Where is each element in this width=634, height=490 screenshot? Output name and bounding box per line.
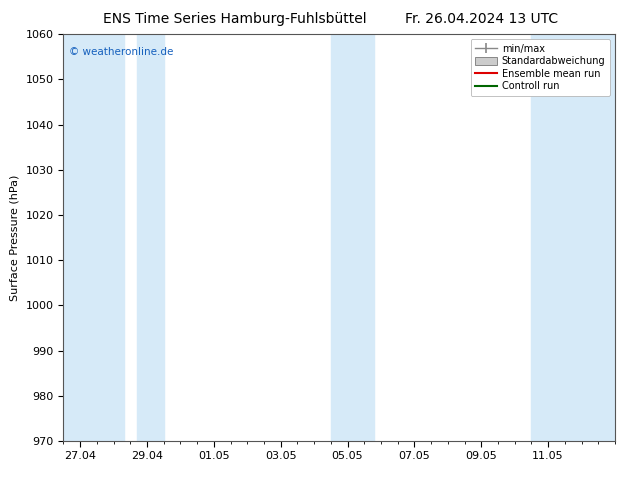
Bar [63, 34, 124, 441]
Bar [331, 34, 374, 441]
Text: © weatheronline.de: © weatheronline.de [69, 47, 173, 56]
Text: Fr. 26.04.2024 13 UTC: Fr. 26.04.2024 13 UTC [405, 12, 559, 26]
Y-axis label: Surface Pressure (hPa): Surface Pressure (hPa) [10, 174, 20, 301]
Text: ENS Time Series Hamburg-Fuhlsbüttel: ENS Time Series Hamburg-Fuhlsbüttel [103, 12, 366, 26]
Bar [531, 34, 615, 441]
Legend: min/max, Standardabweichung, Ensemble mean run, Controll run: min/max, Standardabweichung, Ensemble me… [470, 39, 610, 96]
Bar [137, 34, 164, 441]
